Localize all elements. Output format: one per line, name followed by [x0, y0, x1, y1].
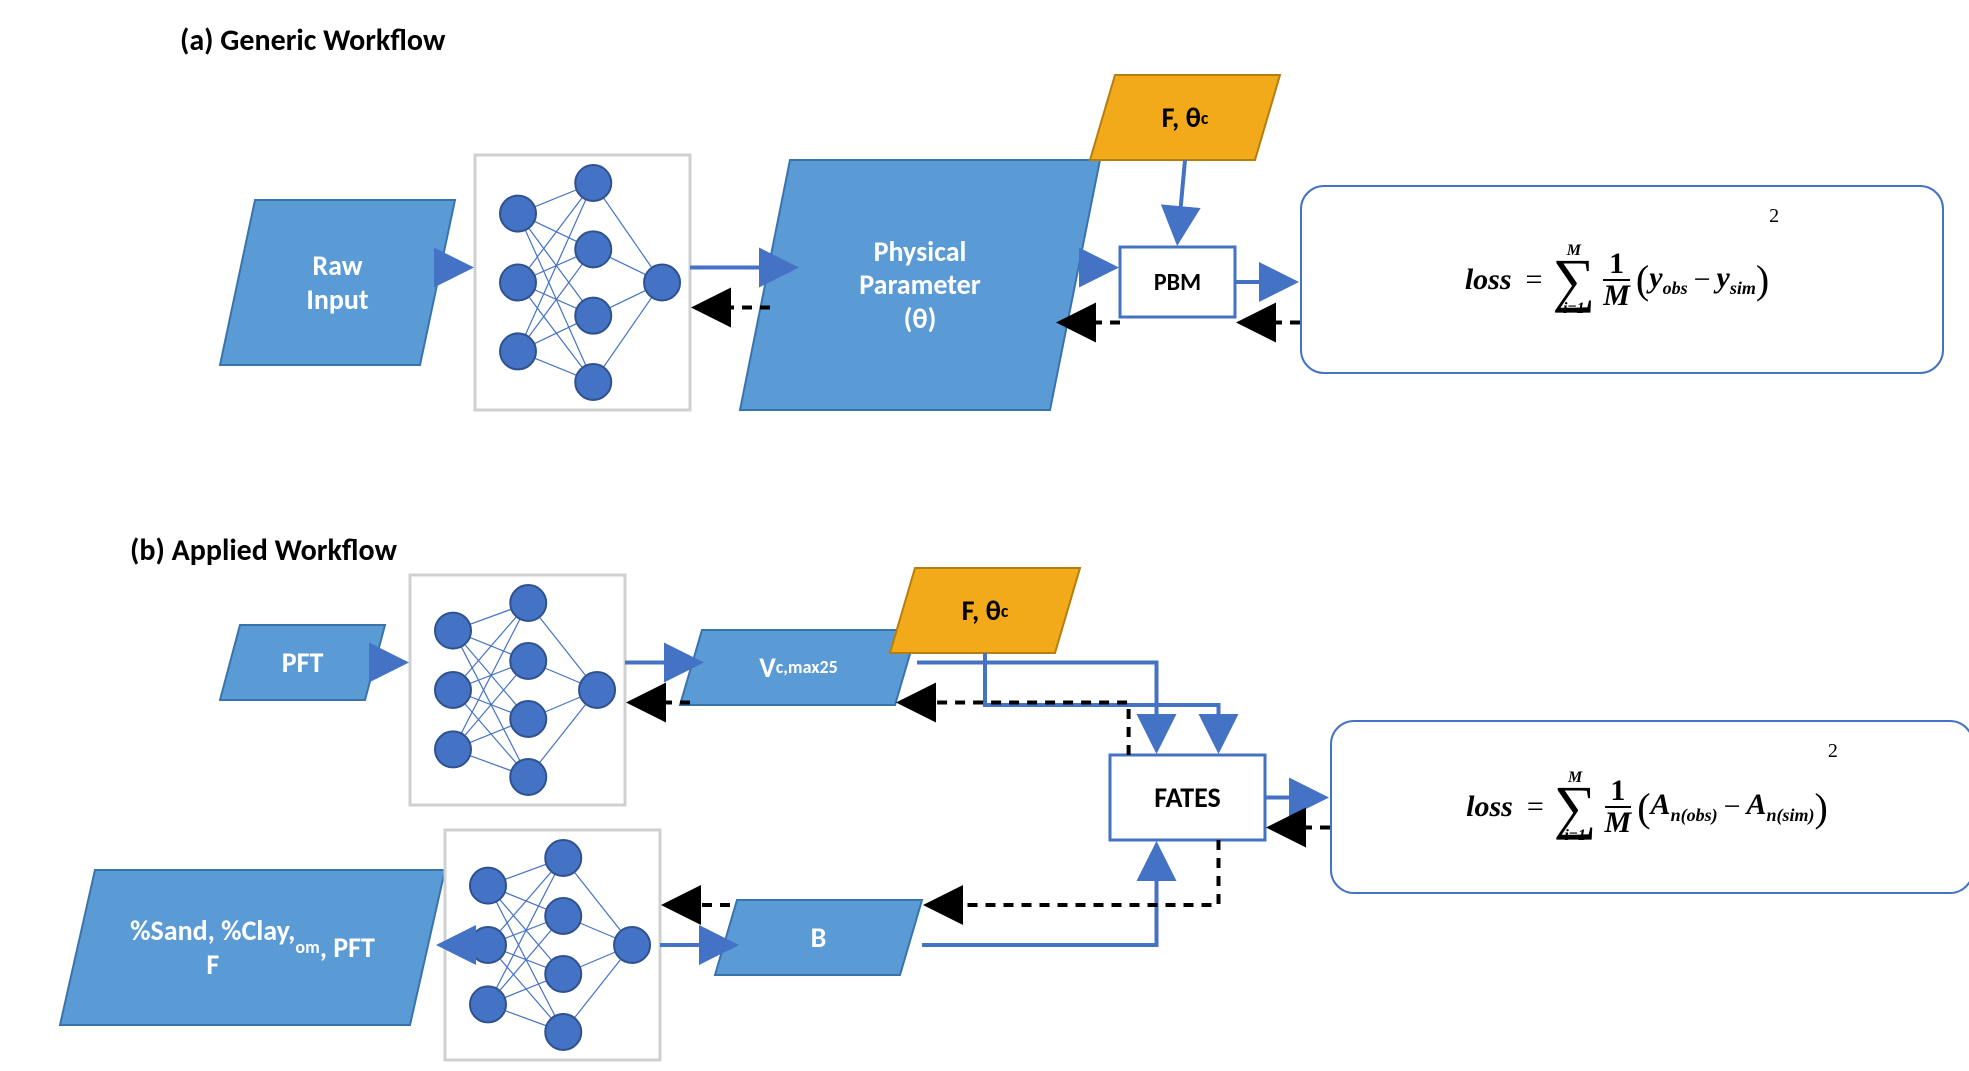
f-theta-label-b: F, θc [903, 568, 1068, 653]
sand-clay-label: %Sand, %Clay,Fom, PFT [78, 870, 428, 1025]
diagram-canvas: (a) Generic Workflow RawInput PhysicalPara… [0, 0, 1969, 1071]
section-b-title: (b) Applied Workflow [130, 530, 730, 570]
pbm-label: PBM [1120, 247, 1235, 317]
b-param-label: B [726, 900, 911, 975]
raw-input-label: RawInput [238, 200, 438, 365]
loss-box: loss=M∑i=11M(An(obs)−An(sim))2 [1330, 720, 1969, 894]
physical-parameter-label: PhysicalParameter(θ) [765, 160, 1075, 410]
pft-label: PFT [230, 625, 375, 700]
loss-box: loss=M∑i=11M(yobs−ysim)2 [1300, 185, 1944, 374]
f-theta-label-a: F, θc [1103, 75, 1268, 160]
section-a-title: (a) Generic Workflow [180, 20, 780, 60]
fates-label: FATES [1110, 755, 1265, 840]
vcmax-label: Vc,max25 [691, 630, 906, 705]
